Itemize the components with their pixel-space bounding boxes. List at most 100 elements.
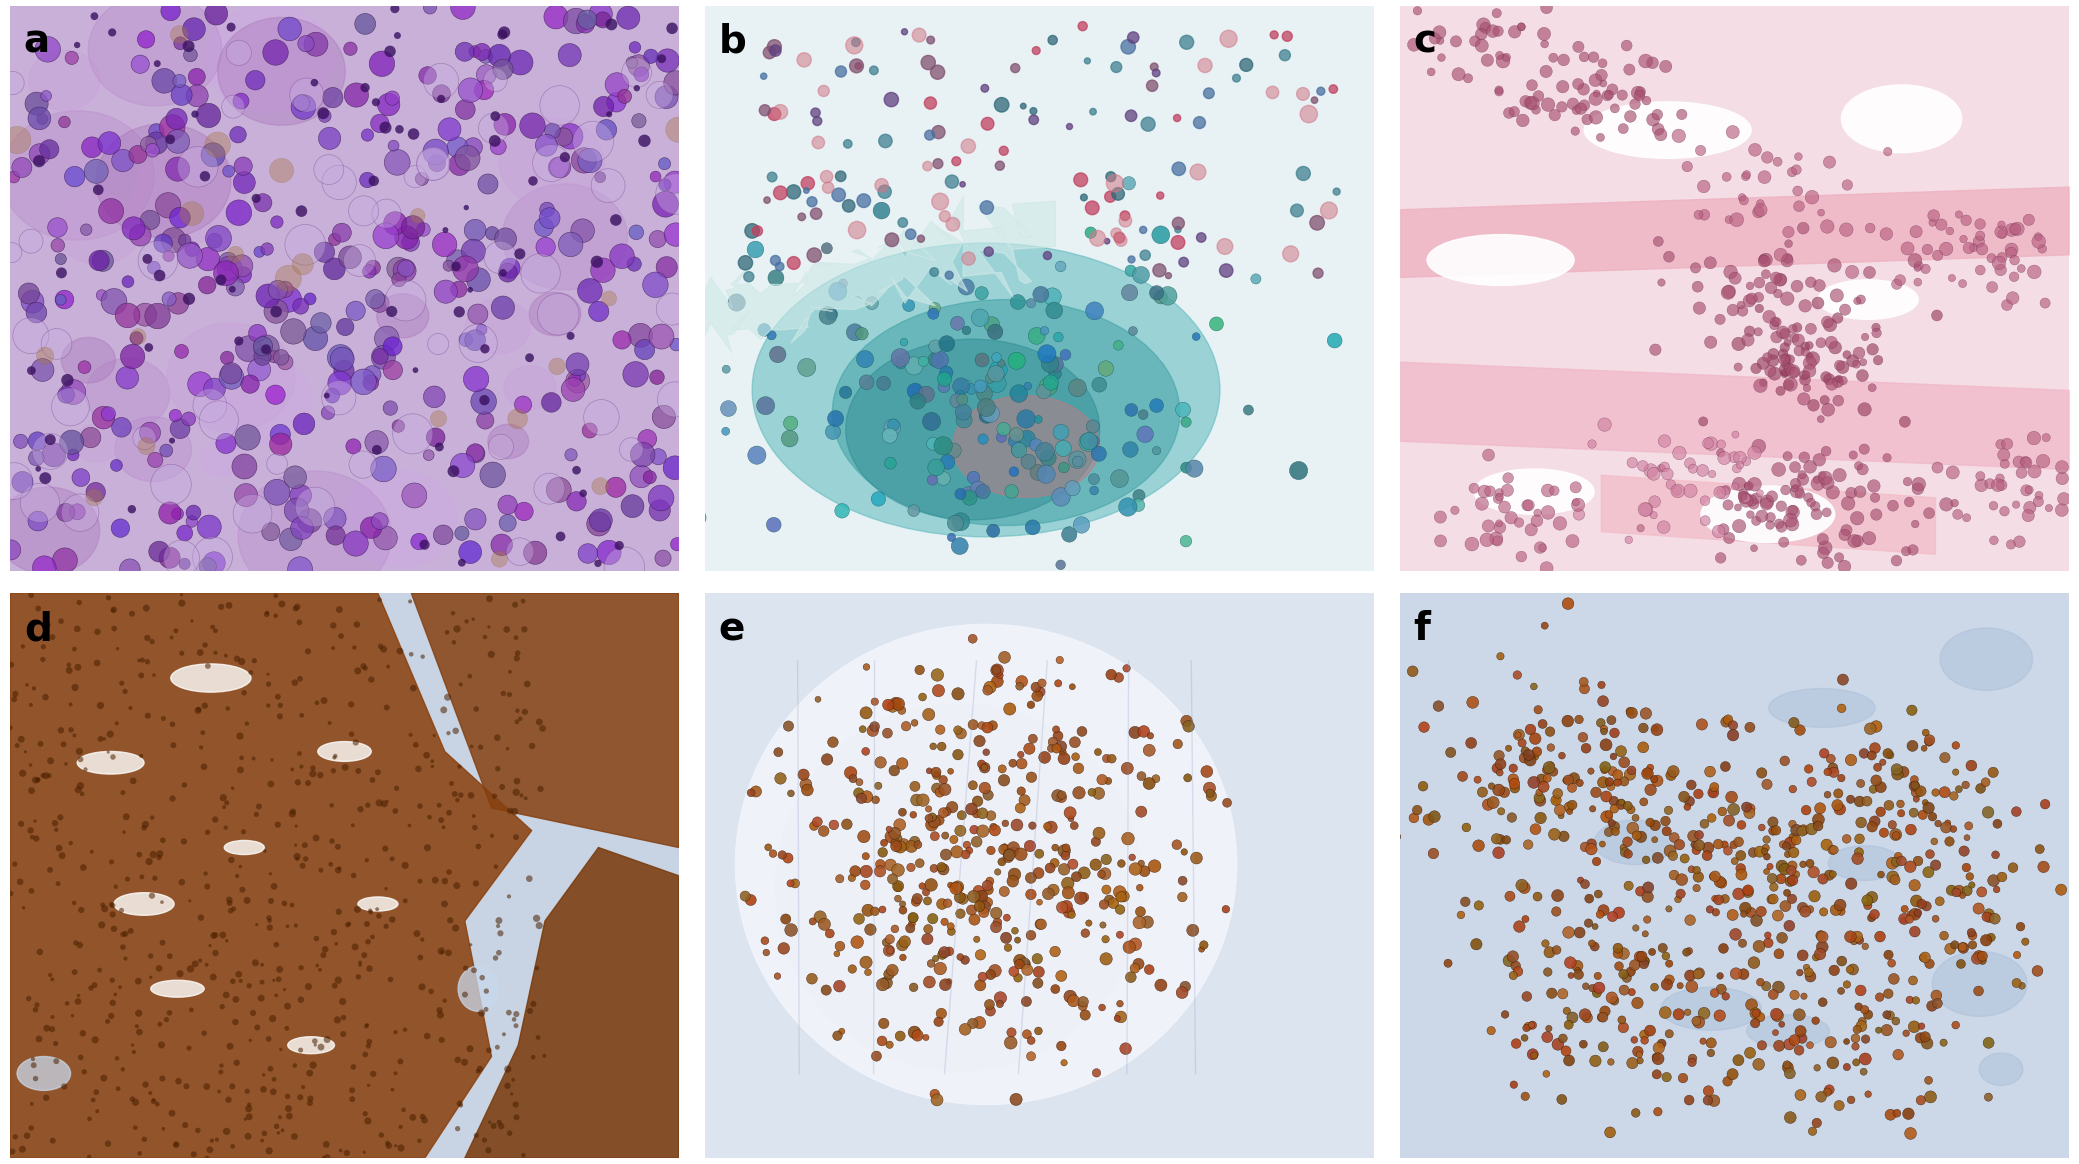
Point [77,975,110,994]
Point [2000,496,2033,514]
Point [1584,714,1617,732]
Point [1644,459,1678,477]
Point [439,918,472,937]
Point [1751,492,1784,511]
Point [474,1113,507,1131]
Point [1773,833,1807,852]
Point [383,120,416,139]
Point [944,537,977,555]
Point [998,59,1031,78]
Point [1595,814,1628,832]
Point [1644,1035,1678,1053]
Point [1021,864,1054,882]
Point [470,65,503,84]
Point [1010,410,1044,428]
Point [1983,469,2017,488]
Point [2000,974,2033,993]
Point [661,535,694,554]
Point [1181,163,1214,182]
Point [852,901,886,920]
Point [998,922,1031,941]
Point [1661,481,1694,499]
Point [308,941,341,959]
Point [1744,818,1778,837]
Point [1927,927,1960,945]
Point [1979,845,2012,864]
Point [1630,910,1663,929]
Point [1694,1044,1728,1063]
Point [1021,327,1054,346]
Point [1480,532,1514,551]
Point [1780,831,1813,850]
Point [921,63,954,81]
Point [146,934,179,952]
Point [1123,496,1156,514]
Point [356,771,389,789]
Point [374,42,407,61]
Point [1119,935,1152,953]
Point [387,1100,420,1119]
Point [1657,829,1690,847]
Point [921,1091,954,1109]
Point [301,956,335,974]
Point [37,814,71,832]
Point [1765,870,1798,888]
Point [1547,50,1580,69]
Point [1879,871,1913,889]
Point [1551,711,1584,730]
Point [1089,232,1123,250]
Point [1509,910,1543,929]
Point [50,754,83,773]
Point [1732,291,1765,310]
Point [1607,753,1640,772]
Point [514,348,547,367]
Point [1726,865,1759,883]
Point [262,815,295,833]
Point [160,159,193,178]
Point [23,151,56,170]
Point [867,1014,900,1032]
Point [1424,31,1457,50]
Point [91,405,125,424]
Point [1551,595,1584,613]
Point [233,340,266,359]
Point [1524,809,1557,828]
Point [1516,1045,1549,1064]
Ellipse shape [832,299,1181,525]
Point [960,480,994,498]
Point [561,355,595,374]
Point [555,446,588,464]
Point [1056,992,1089,1010]
Point [516,171,549,190]
Point [29,1088,62,1107]
Point [445,553,478,572]
Point [626,65,659,84]
Point [1936,269,1969,288]
Point [2002,453,2035,471]
Point [343,800,376,818]
Point [1755,509,1788,527]
Point [1680,840,1713,859]
Point [1597,992,1630,1010]
Point [133,946,166,965]
Point [175,959,208,978]
Point [1988,454,2021,473]
Point [58,640,91,659]
Point [94,725,127,744]
Point [730,254,763,272]
Point [1031,817,1064,836]
Point [796,970,830,988]
Point [1653,801,1686,819]
Point [218,1013,252,1031]
Point [6,637,40,655]
Point [994,846,1027,865]
Point [1029,464,1062,483]
Point [975,807,1008,825]
Point [1509,1018,1543,1037]
Point [1906,805,1940,824]
Point [316,639,349,658]
Point [254,918,287,937]
Point [1401,801,1435,819]
Point [347,656,380,675]
Point [1048,459,1081,477]
